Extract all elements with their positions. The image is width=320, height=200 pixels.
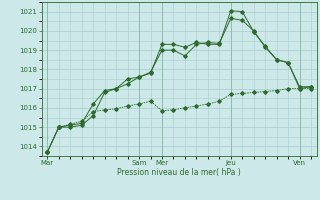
X-axis label: Pression niveau de la mer( hPa ): Pression niveau de la mer( hPa ) (117, 168, 241, 177)
